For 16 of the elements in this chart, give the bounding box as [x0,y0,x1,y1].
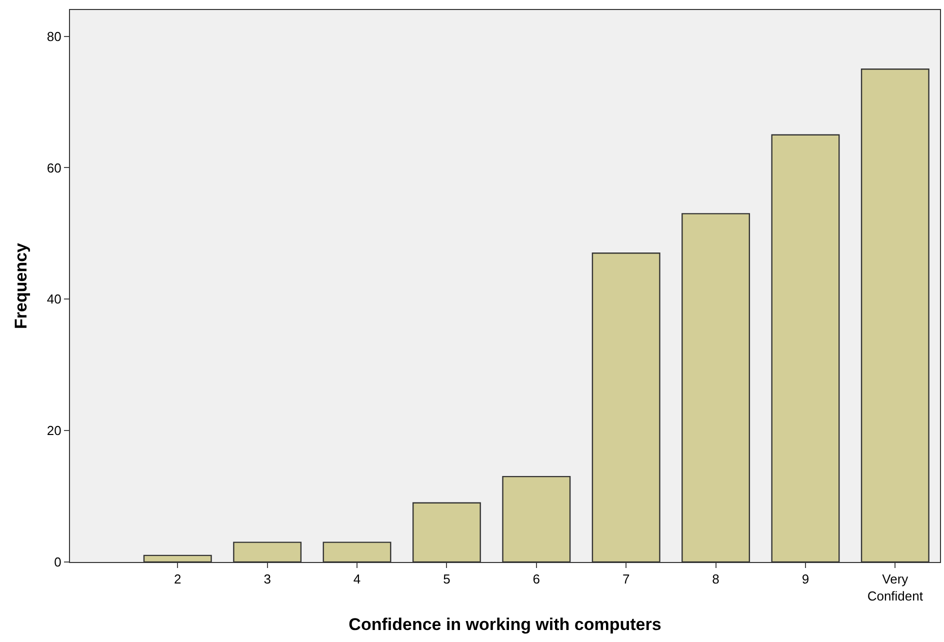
x-tick-label: 4 [353,572,361,587]
y-tick-label: 80 [46,28,62,44]
x-tick-label: 2 [174,572,182,587]
x-tick-label: 7 [622,572,630,587]
x-tick-label: 5 [443,572,450,587]
x-axis-title: Confidence in working with computers [348,614,662,634]
x-tick-label: Very Confident [867,572,924,604]
x-tick-label: 9 [802,572,810,587]
y-axis-title: Frequency [11,242,30,329]
x-tick-label: 3 [264,572,271,587]
y-tick-label: 60 [46,160,62,176]
x-tick-label: 6 [532,572,540,587]
x-tick-label: 8 [712,572,720,587]
y-tick-label: 20 [46,423,62,438]
y-tick-label: 40 [46,292,62,307]
y-tick-label: 0 [54,554,62,570]
